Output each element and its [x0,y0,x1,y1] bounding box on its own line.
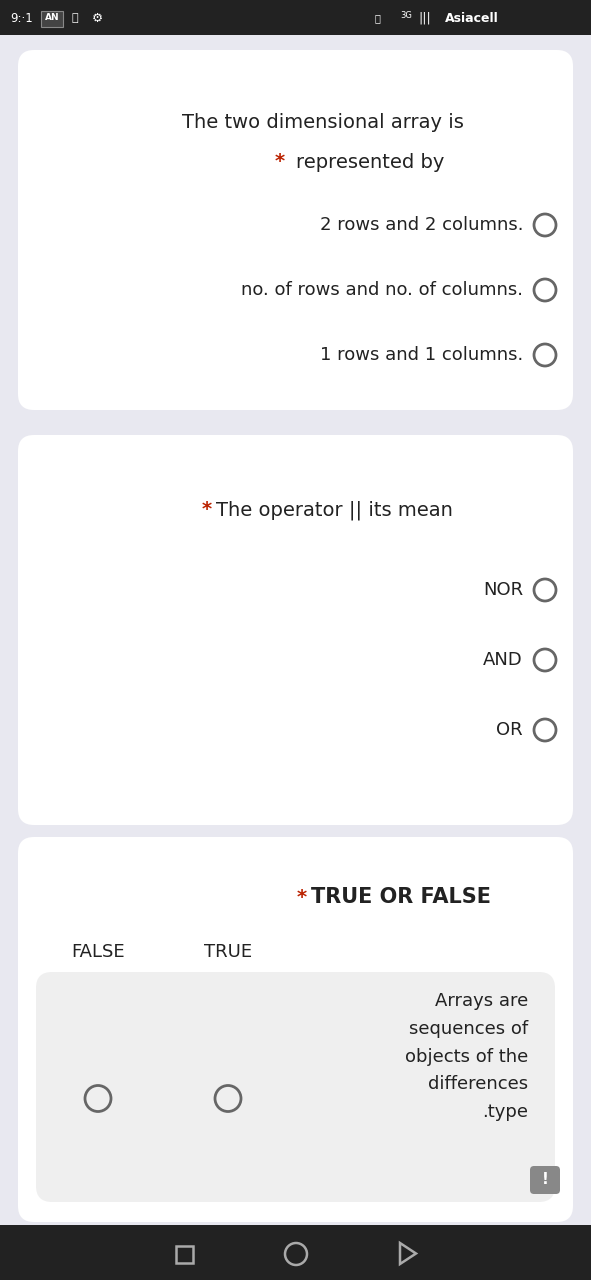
Text: *: * [297,887,307,906]
Text: 📶: 📶 [375,13,381,23]
FancyBboxPatch shape [18,50,573,410]
FancyBboxPatch shape [18,435,573,826]
FancyBboxPatch shape [36,972,555,1202]
Text: no. of rows and no. of columns.: no. of rows and no. of columns. [241,282,523,300]
Text: !: ! [541,1172,548,1188]
Text: represented by: represented by [296,152,444,172]
Text: AND: AND [483,652,523,669]
Text: 3G: 3G [400,10,412,19]
Text: 9:·1: 9:·1 [10,12,33,24]
Text: OR: OR [496,721,523,739]
Text: |||: ||| [418,12,431,24]
Text: TRUE OR FALSE: TRUE OR FALSE [311,887,491,908]
FancyBboxPatch shape [0,0,591,35]
Text: Asiacell: Asiacell [445,12,499,24]
Text: NOR: NOR [483,581,523,599]
Text: AN: AN [45,14,59,23]
Text: FALSE: FALSE [71,943,125,961]
Text: *: * [274,152,284,172]
Text: 1 rows and 1 columns.: 1 rows and 1 columns. [320,346,523,364]
Text: 2 rows and 2 columns.: 2 rows and 2 columns. [320,216,523,234]
FancyBboxPatch shape [41,12,63,27]
FancyBboxPatch shape [530,1166,560,1194]
FancyBboxPatch shape [0,1225,591,1280]
Text: ⚙: ⚙ [92,12,103,24]
FancyBboxPatch shape [18,837,573,1222]
Text: The two dimensional array is: The two dimensional array is [182,113,464,132]
Text: 🔔: 🔔 [72,13,79,23]
Text: *: * [202,500,212,520]
Text: TRUE: TRUE [204,943,252,961]
Text: The operator || its mean: The operator || its mean [216,500,453,520]
Text: Arrays are
sequences of
objects of the
differences
.type: Arrays are sequences of objects of the d… [405,992,528,1121]
